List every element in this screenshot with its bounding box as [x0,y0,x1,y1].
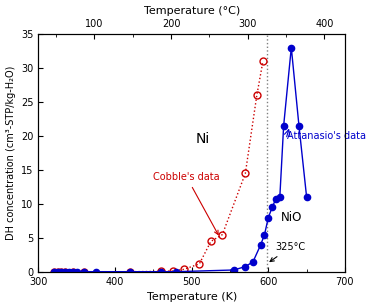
Text: Attanasio's data: Attanasio's data [288,132,366,141]
Text: Cobble's data: Cobble's data [153,172,220,234]
X-axis label: Temperature (K): Temperature (K) [147,292,237,302]
Y-axis label: DH concentration (cm³-STP/kg-H₂O): DH concentration (cm³-STP/kg-H₂O) [6,66,15,240]
Text: NiO: NiO [281,211,303,224]
X-axis label: Temperature (°C): Temperature (°C) [144,6,240,16]
Text: Ni: Ni [195,132,210,146]
Text: 325°C: 325°C [270,242,305,261]
